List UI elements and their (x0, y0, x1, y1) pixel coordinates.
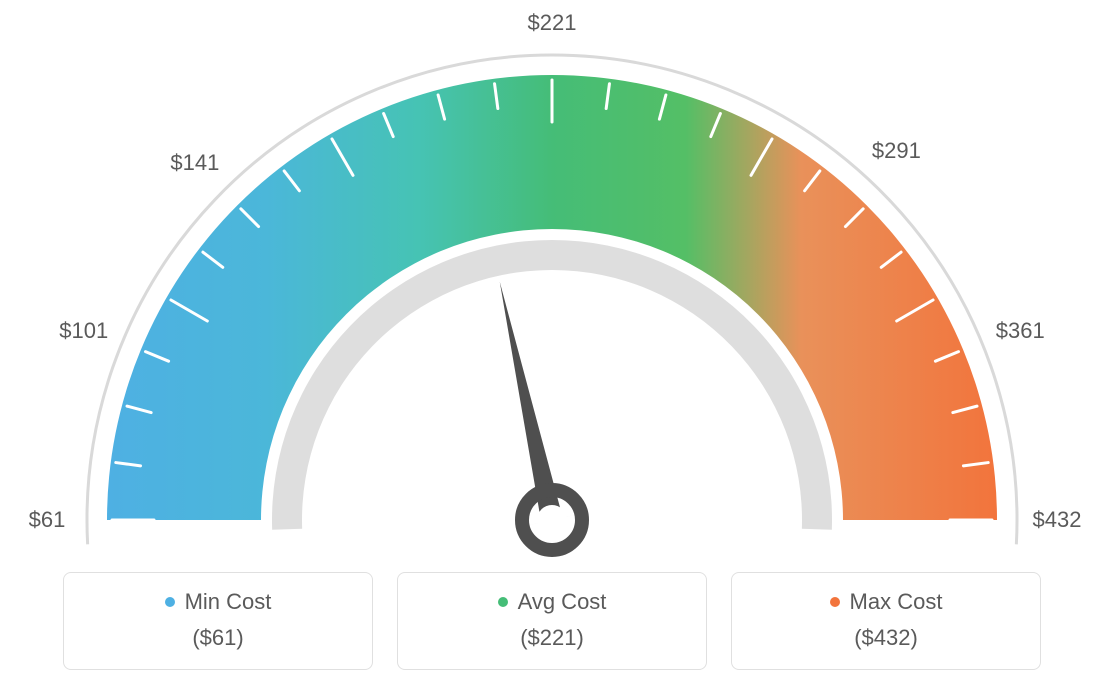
legend-value-avg: ($221) (418, 625, 686, 651)
legend-card-min: Min Cost ($61) (63, 572, 373, 670)
legend-title-min: Min Cost (84, 589, 352, 615)
legend-dot-max (830, 597, 840, 607)
legend-label-min: Min Cost (185, 589, 272, 615)
scale-label: $361 (996, 318, 1045, 344)
legend-row: Min Cost ($61) Avg Cost ($221) Max Cost … (0, 572, 1104, 670)
scale-label: $101 (59, 318, 108, 344)
legend-value-max: ($432) (752, 625, 1020, 651)
legend-card-max: Max Cost ($432) (731, 572, 1041, 670)
legend-dot-avg (498, 597, 508, 607)
legend-value-min: ($61) (84, 625, 352, 651)
legend-label-max: Max Cost (850, 589, 943, 615)
legend-card-avg: Avg Cost ($221) (397, 572, 707, 670)
scale-label: $291 (872, 138, 921, 164)
gauge-svg (0, 0, 1104, 560)
gauge-area: $61 $101 $141 $221 $291 $361 $432 (0, 0, 1104, 560)
scale-label: $61 (29, 507, 66, 533)
scale-label: $221 (528, 10, 577, 36)
legend-dot-min (165, 597, 175, 607)
scale-label: $432 (1033, 507, 1082, 533)
scale-label: $141 (170, 150, 219, 176)
chart-container: $61 $101 $141 $221 $291 $361 $432 Min Cost ($6… (0, 0, 1104, 690)
legend-title-avg: Avg Cost (418, 589, 686, 615)
legend-title-max: Max Cost (752, 589, 1020, 615)
legend-label-avg: Avg Cost (518, 589, 607, 615)
